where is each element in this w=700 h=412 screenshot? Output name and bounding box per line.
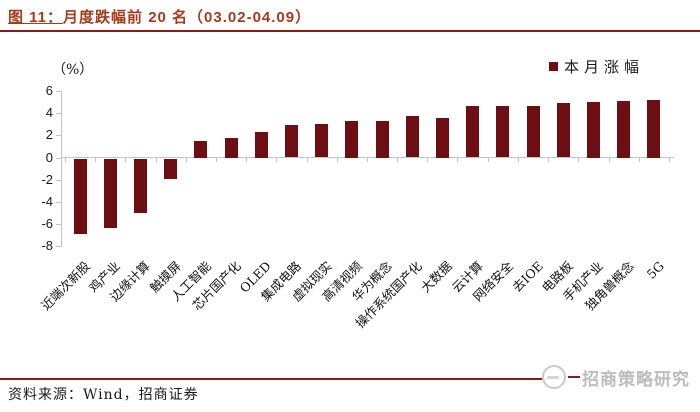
bar [134,159,147,213]
x-tick-mark [125,158,126,162]
x-category-label: 网络安全 [469,258,516,305]
x-category-label: 人工智能 [167,258,214,305]
plot-area: 6 4 2 0 -2 -4 -6 -8 [41,84,674,253]
x-tick-mark [156,158,157,162]
x-tick-mark [639,158,640,162]
x-category-label: 芯片国产化 [189,258,244,314]
y-tick-mark [56,91,61,92]
y-tick-mark [56,180,61,181]
y-tick-mark [56,246,61,247]
x-category-label: 鸡产业 [85,258,123,296]
figure-caption: 月度跌幅前 20 名（03.02-04.09） [63,9,312,26]
y-tick-mark [56,202,61,203]
x-tick-mark [307,158,308,162]
x-category-label: 虚拟现实 [288,258,335,305]
bar [436,118,449,158]
x-tick-mark [518,158,519,162]
bar [345,121,358,158]
x-tick-mark [367,158,368,162]
x-tick-mark [216,158,217,162]
y-tick-mark [56,135,61,136]
x-category-label: 操作系统国产化 [352,258,425,331]
y-tick-label: -6 [41,216,53,231]
y-tick-mark [56,224,61,225]
bar [74,159,87,234]
y-tick-label: 6 [45,83,53,98]
y-axis-line [61,91,62,247]
y-tick-label: 4 [45,105,53,120]
x-tick-mark [337,158,338,162]
chart-legend: 本月涨幅 [549,56,644,77]
x-category-label: 高清视频 [318,258,365,305]
source-note: 资料来源：Wind，招商证券 [8,387,199,403]
x-category-label: 边缘计算 [106,258,153,305]
x-tick-mark [457,158,458,162]
x-tick-mark [548,158,549,162]
x-category-label: 华为概念 [348,258,395,305]
cms-logo-icon [542,365,566,389]
x-tick-mark [609,158,610,162]
x-tick-mark [65,158,66,162]
footer-divider [0,378,700,380]
x-tick-mark [276,158,277,162]
y-tick-mark [56,158,61,159]
x-tick-mark [488,158,489,162]
bar [285,125,298,157]
x-category-label: 近端次新股 [38,258,93,314]
y-tick-label: -4 [41,194,53,209]
x-axis-zero-line [61,157,674,158]
y-axis-unit-label: （%） [52,62,94,78]
bar [376,121,389,158]
y-tick-label: -2 [41,172,53,187]
bar [164,159,177,179]
y-tick-mark [56,113,61,114]
x-tick-mark [186,158,187,162]
y-tick-label: -8 [41,238,53,253]
legend-label: 本月涨幅 [564,58,645,76]
legend-swatch-icon [549,62,558,71]
bar [527,106,540,157]
bar [104,159,117,228]
x-tick-mark [578,158,579,162]
watermark-text: 招商策略研究 [582,369,690,390]
x-tick-mark [95,158,96,162]
bar [617,101,630,158]
bar [466,106,479,157]
bar [587,102,600,158]
bar [406,116,419,157]
x-tick-mark [427,158,428,162]
x-category-label: OLED [236,258,274,296]
watermark-dash [568,376,580,378]
figure-number: 图 11： [8,9,64,26]
x-category-label: 触摸屏 [146,258,184,296]
y-tick-label: 0 [45,150,53,165]
x-tick-mark [669,158,670,162]
x-tick-mark [246,158,247,162]
x-category-label: 集成电路 [257,258,304,305]
bar [315,124,328,157]
title-divider [0,30,700,32]
brand-watermark: 招商策略研究 [542,359,700,395]
x-category-label: 去IOE [509,258,546,295]
x-tick-mark [397,158,398,162]
bar [557,103,570,157]
bar [496,106,509,157]
bar [255,132,268,158]
figure-title: 图 11：月度跌幅前 20 名（03.02-04.09） [8,6,311,27]
bar [225,138,238,158]
bar [647,100,660,158]
y-tick-label: 2 [45,127,53,142]
bar [194,141,207,158]
x-category-label: 云计算 [448,258,486,296]
x-category-label: 大数据 [417,258,455,296]
